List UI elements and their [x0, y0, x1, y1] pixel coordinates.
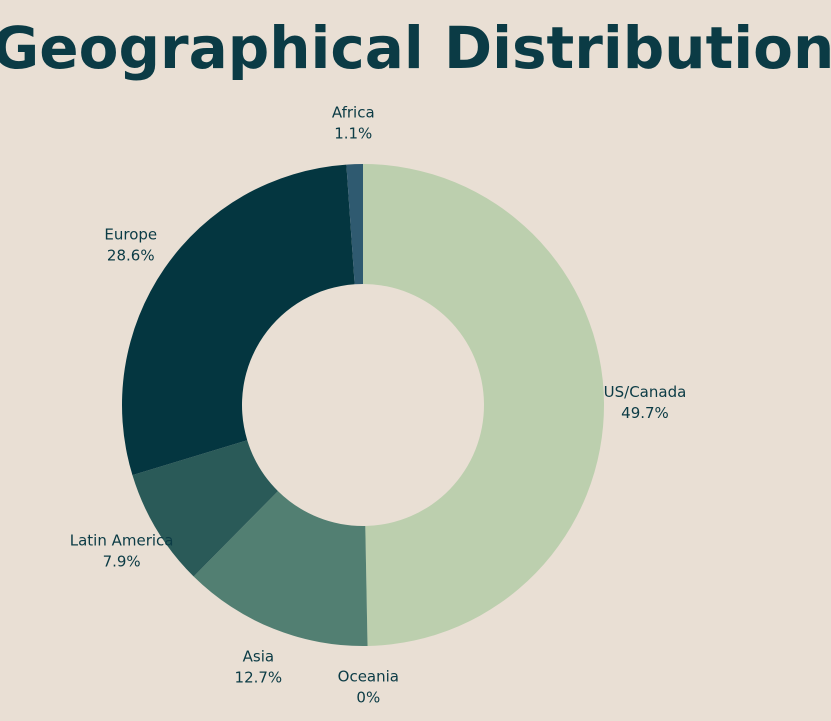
slice-value-label: 49.7%: [621, 404, 669, 422]
donut-slice: [363, 164, 605, 646]
donut-slice: [346, 164, 363, 285]
donut-slice: [132, 440, 278, 577]
slice-label: Latin America: [70, 531, 174, 549]
chart-title: Geographical Distribution: [0, 14, 831, 82]
slice-value-label: 7.9%: [103, 552, 141, 570]
slice-label: Asia: [243, 647, 274, 665]
slice-label: Oceania: [338, 667, 399, 685]
slice-value-label: 0%: [356, 688, 380, 706]
slice-value-label: 1.1%: [334, 125, 372, 143]
slice-value-label: 12.7%: [235, 668, 283, 686]
slice-label: US/Canada: [604, 383, 687, 401]
slice-label: Europe: [104, 226, 157, 244]
slice-label: Africa: [332, 104, 375, 122]
donut-slice: [193, 491, 368, 647]
slice-value-label: 28.6%: [107, 247, 155, 265]
donut-slice: [122, 164, 355, 476]
